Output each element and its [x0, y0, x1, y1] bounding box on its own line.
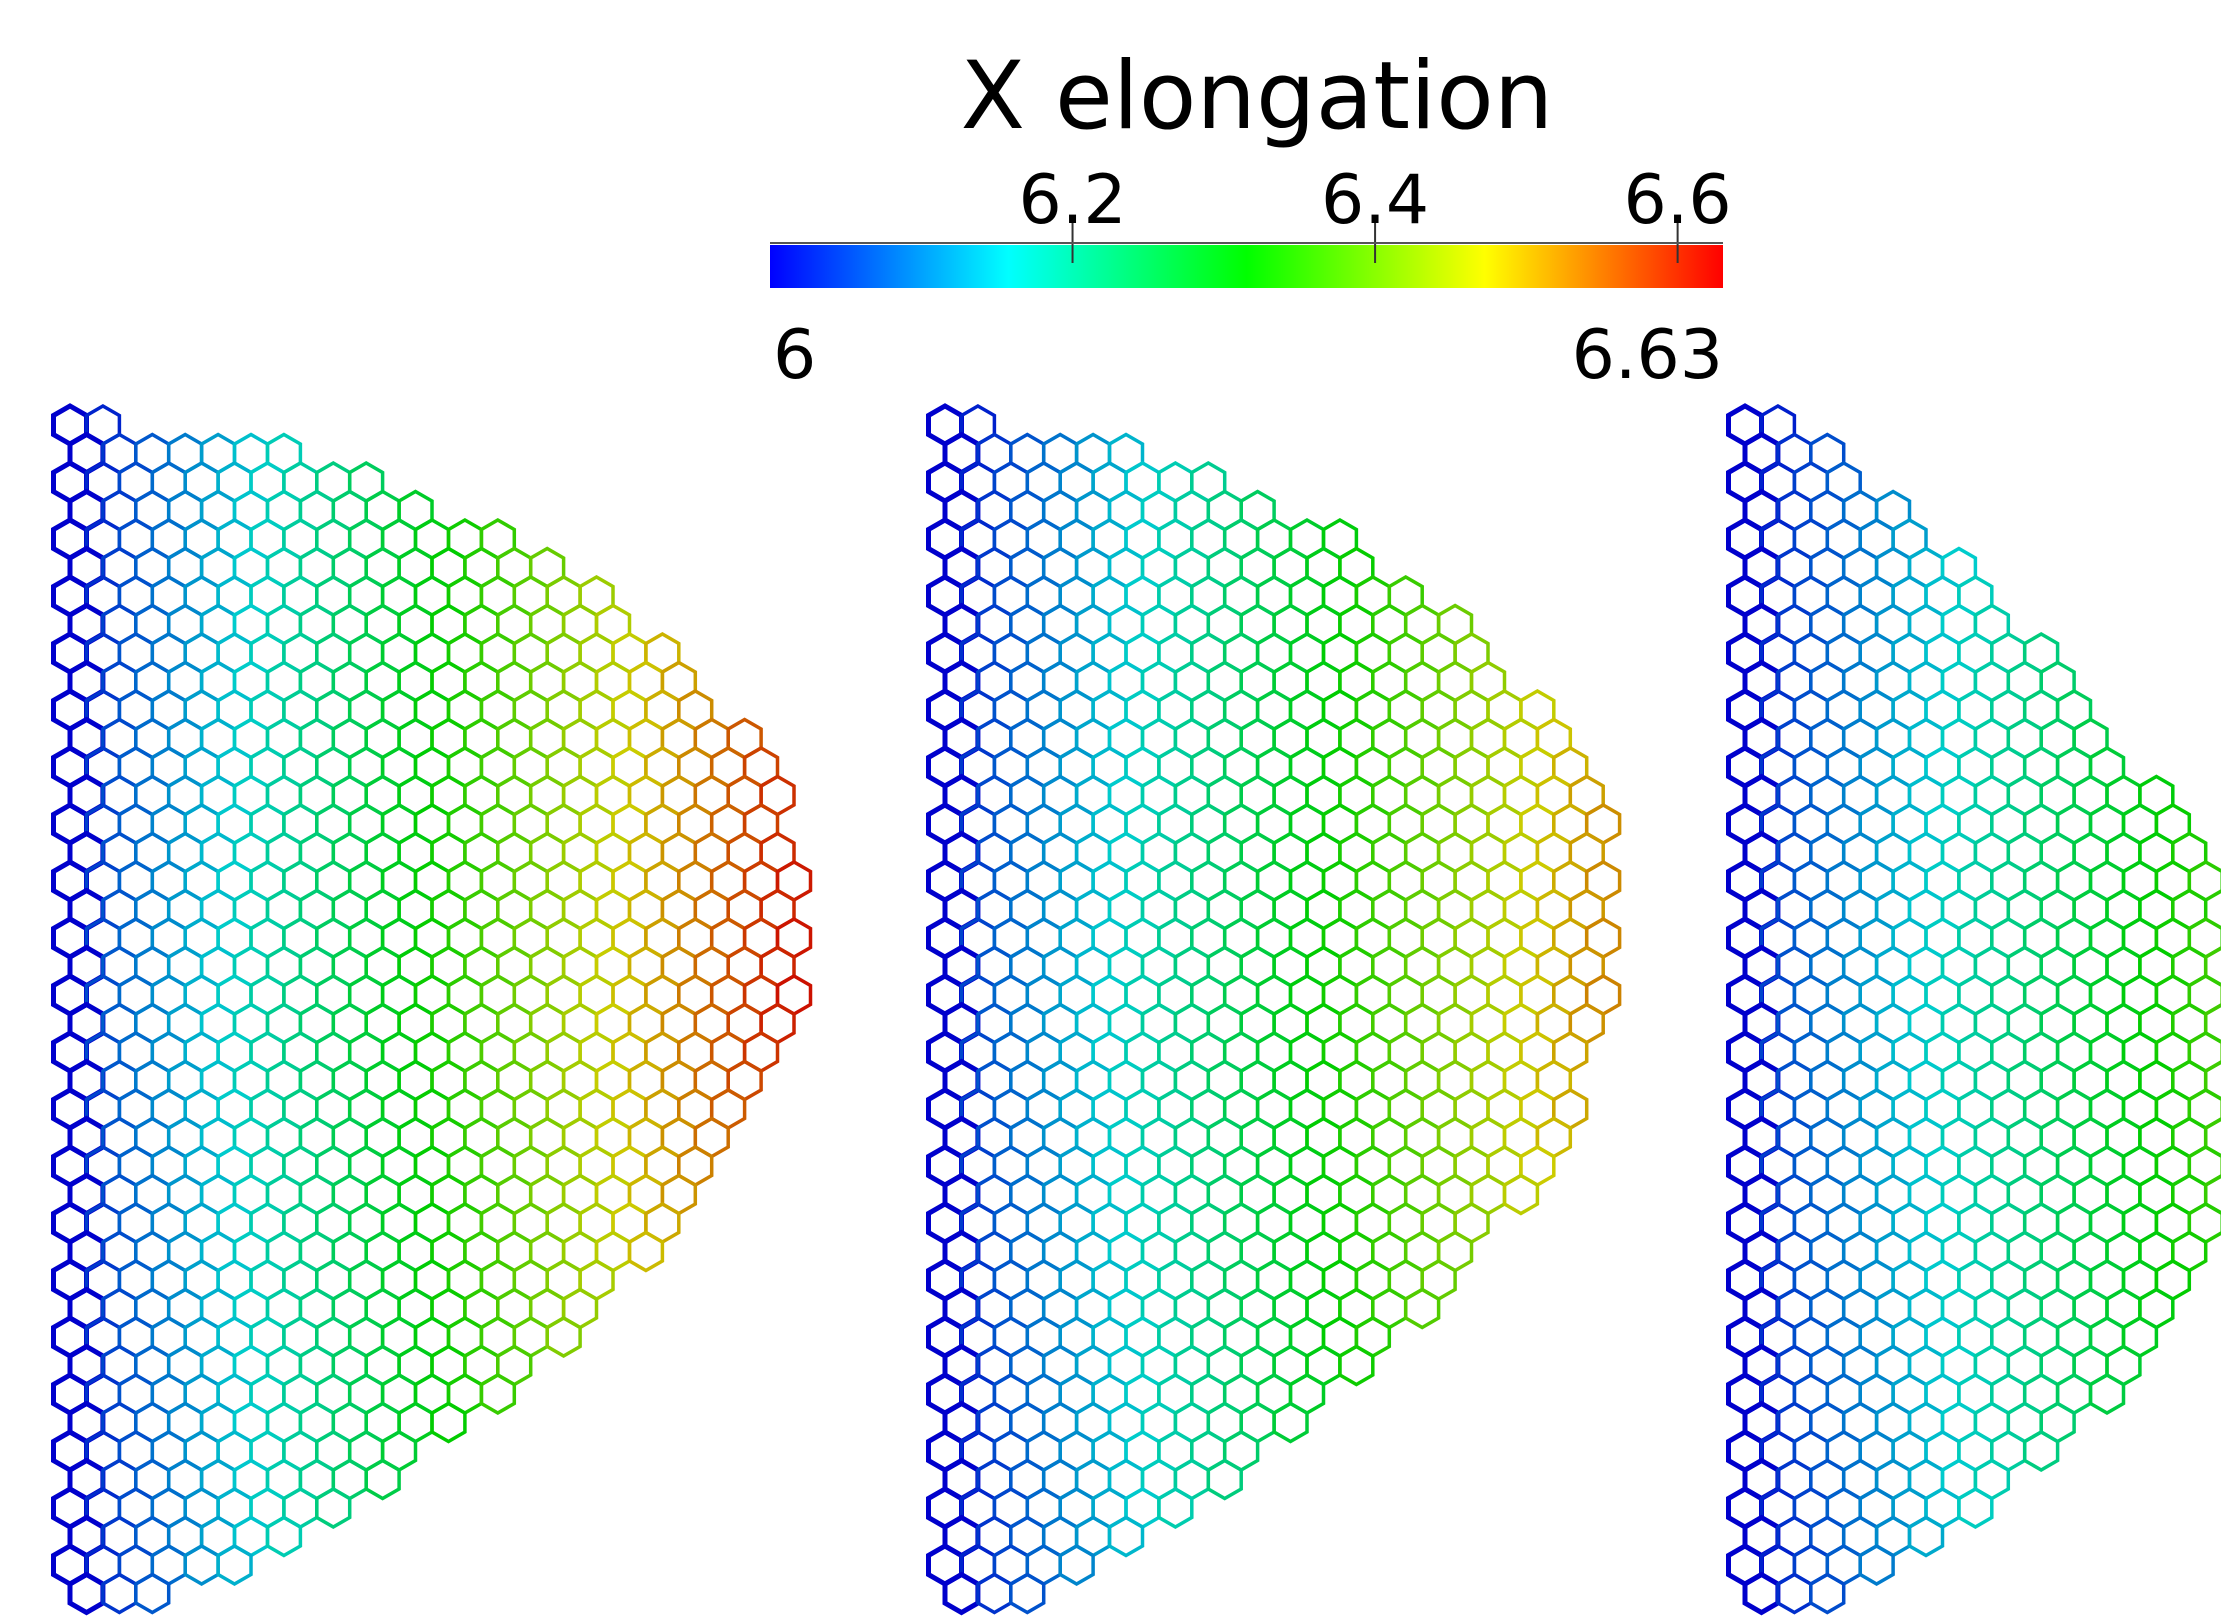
hexagon	[1208, 1461, 1241, 1499]
hexagon	[103, 1575, 136, 1613]
hexagon	[1060, 1546, 1093, 1584]
hexagon	[366, 1461, 399, 1499]
hexagon	[1778, 1575, 1811, 1613]
graphene-meshes	[54, 406, 2221, 1613]
hexagon	[1745, 1575, 1778, 1613]
hexagon	[1505, 1176, 1538, 1214]
hexagon	[481, 1375, 514, 1413]
hexagon	[1110, 1518, 1143, 1556]
mesh	[929, 406, 1620, 1613]
hexagon	[268, 1518, 301, 1556]
colorbar-tick-label: 6.4	[1321, 161, 1429, 240]
hexagon	[136, 1575, 169, 1613]
hexagon	[1159, 1489, 1192, 1527]
hexagon	[1860, 1546, 1893, 1584]
hexagon	[218, 1546, 251, 1584]
hexagon	[70, 1575, 103, 1613]
colorbar-tick-label: 6.6	[1624, 161, 1732, 240]
hexagon	[547, 1318, 580, 1356]
hexagon	[630, 1233, 663, 1271]
hexagon	[1274, 1404, 1307, 1442]
colorbar-tick-label: 6.2	[1018, 161, 1126, 240]
hexagon	[1340, 1347, 1373, 1385]
figure: X elongation 6 6.63 6.2 6.4 6.6	[0, 0, 2221, 1621]
colorbar-title: X elongation	[961, 42, 1554, 151]
hexagon	[185, 1546, 218, 1584]
colorbar-min-label: 6	[773, 316, 816, 395]
hexagon	[1959, 1489, 1992, 1527]
hexagon	[1406, 1290, 1439, 1328]
mesh	[54, 406, 811, 1613]
hexagon	[978, 1575, 1011, 1613]
hexagon	[432, 1404, 465, 1442]
hexagon	[1910, 1518, 1943, 1556]
page: X elongation 6 6.63 6.26.46.6 (() => { c…	[0, 0, 2221, 1621]
colorbar	[770, 245, 1723, 288]
hexagon	[945, 1575, 978, 1613]
hexagon	[2025, 1432, 2058, 1470]
hexagon	[1811, 1575, 1844, 1613]
colorbar-max-label: 6.63	[1572, 316, 1723, 395]
hexagon	[2091, 1375, 2124, 1413]
hexagon	[1011, 1575, 1044, 1613]
mesh	[1729, 406, 2221, 1613]
hexagon	[317, 1489, 350, 1527]
